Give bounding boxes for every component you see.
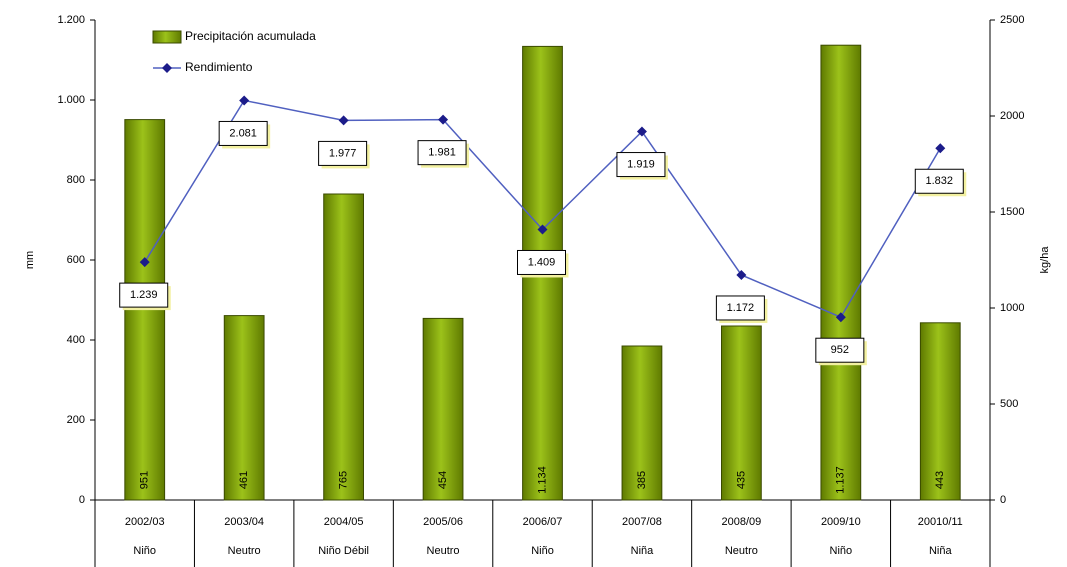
bar [422,317,464,501]
line-value-label: 2.081 [229,127,257,139]
bar-value-label: 454 [437,471,449,489]
line-marker [438,114,449,125]
y-tick-label: 0 [79,494,85,506]
bar-value-label: 443 [934,471,946,489]
line-value-label: 952 [831,344,849,356]
value-label-box [119,282,169,308]
line-value-label: 1.977 [329,147,357,159]
value-label-box [715,295,765,321]
y-tick-label: 600 [67,254,85,266]
value-label-box [914,168,964,194]
bar-value-label: 385 [636,471,648,489]
y2-tick-label: 1500 [1000,206,1024,218]
line-marker [338,115,349,126]
phase-label: Niño [830,545,853,557]
line-value-label: 1.239 [130,289,158,301]
legend-label: Rendimiento [185,60,253,74]
y2-tick-label: 0 [1000,494,1006,506]
line-marker [537,224,548,235]
value-label-box [616,152,666,178]
bar [721,325,762,501]
line-marker [835,312,846,323]
y-tick-label: 200 [67,414,85,426]
value-label-box [815,337,865,363]
line-marker [239,95,250,106]
line-value-label: 1.409 [528,256,556,268]
bar [820,44,862,501]
line-value-label: 1.172 [727,302,755,314]
value-label-box [318,140,368,166]
phase-label: Niño [531,545,554,557]
line-value-label: 1.919 [627,158,655,170]
phase-label: Niño Débil [318,545,369,557]
phase-label: Neutro [228,545,261,557]
line-value-label: 1.981 [428,147,456,159]
phase-label: Neutro [725,545,758,557]
x-tick-label: 2003/04 [224,516,264,528]
y2-tick-label: 2500 [1000,14,1024,26]
line-marker [636,126,647,137]
line-marker [736,269,747,280]
legend-swatch [152,30,182,44]
y-tick-label: 800 [67,174,85,186]
x-tick-label: 2008/09 [722,516,762,528]
value-label-box [218,120,268,146]
bar-value-label: 435 [735,471,747,489]
x-tick-label: 2002/03 [125,516,165,528]
line-marker [935,143,946,154]
bar [323,193,365,501]
bar [919,322,961,501]
x-tick-label: 20010/11 [918,516,963,528]
phase-label: Neutro [427,545,460,557]
bar-value-label: 1.137 [835,466,847,494]
bar-value-label: 461 [238,471,250,489]
line-marker [139,257,150,268]
y2-axis-label: kg/ha [1039,246,1051,274]
bar-value-label: 1.134 [536,466,548,494]
x-tick-label: 2007/08 [622,516,662,528]
bar [223,315,265,501]
bar [621,345,663,501]
phase-label: Niña [929,545,953,557]
value-label-box [417,140,467,166]
x-tick-label: 2005/06 [423,516,463,528]
y2-tick-label: 1000 [1000,302,1024,314]
bar-value-label: 765 [338,471,350,489]
bar-value-label: 951 [139,471,151,489]
y-axis-label: mm [24,251,36,269]
x-tick-label: 2006/07 [523,516,563,528]
x-tick-label: 2004/05 [324,516,364,528]
y2-tick-label: 500 [1000,398,1018,410]
legend-marker [162,63,172,73]
y-tick-label: 400 [67,334,85,346]
y2-tick-label: 2000 [1000,110,1024,122]
legend-label: Precipitación acumulada [185,29,316,43]
y-tick-label: 1.200 [57,14,85,26]
y-tick-label: 1.000 [57,94,85,106]
x-tick-label: 2009/10 [821,516,861,528]
phase-label: Niño [133,545,156,557]
phase-label: Niña [631,545,655,557]
line-value-label: 1.832 [926,175,954,187]
value-label-box [517,249,566,275]
